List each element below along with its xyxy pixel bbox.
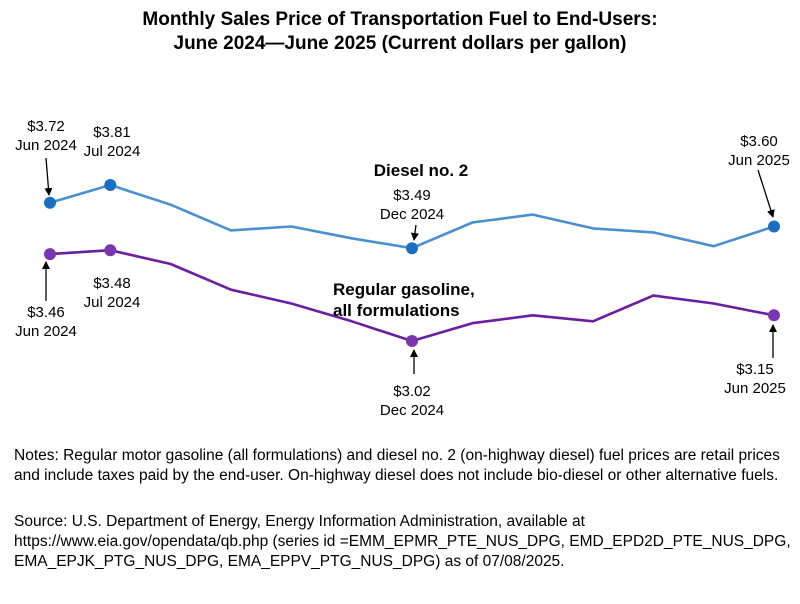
data-label-date: Jul 2024 [84, 294, 141, 311]
data-point-marker [406, 242, 418, 255]
data-point-marker [768, 309, 780, 322]
data-point-marker [44, 196, 56, 209]
series-label-gasoline-line2: all formulations [333, 301, 460, 320]
series-label-gasoline-line1: Regular gasoline, [333, 280, 475, 299]
series-label-diesel: Diesel no. 2 [374, 161, 468, 180]
chart-title-line2: June 2024—June 2025 (Current dollars per… [173, 33, 627, 54]
data-label-date: Dec 2024 [380, 402, 444, 419]
data-label-date: Jun 2025 [728, 152, 790, 169]
data-label-value: $3.46 [27, 304, 65, 321]
data-label-value: $3.15 [736, 361, 774, 378]
chart-source: Source: U.S. Department of Energy, Energ… [14, 513, 791, 570]
chart-notes: Notes: Regular motor gasoline (all formu… [14, 447, 780, 484]
data-point-marker [406, 335, 418, 347]
data-point-marker [104, 244, 117, 257]
data-label-value: $3.60 [740, 133, 778, 150]
annotation-arrow [410, 224, 419, 241]
data-label-date: Dec 2024 [380, 206, 444, 223]
chart-title-line1: Monthly Sales Price of Transportation Fu… [142, 9, 658, 30]
chart-title: Monthly Sales Price of Transportation Fu… [0, 8, 800, 56]
data-label-value: $3.48 [93, 275, 131, 292]
annotation-arrow [757, 169, 775, 218]
data-label-value: $3.81 [93, 124, 131, 141]
annotation-arrow [44, 157, 53, 196]
data-label-date: Jul 2024 [84, 143, 141, 160]
data-label-value: $3.72 [27, 118, 65, 135]
data-label-date: Jun 2024 [15, 137, 77, 154]
data-label-date: Jun 2024 [15, 323, 77, 340]
data-point-marker [44, 248, 56, 261]
data-label-value: $3.49 [393, 187, 431, 204]
data-point-marker [104, 179, 117, 191]
data-point-marker [768, 220, 780, 233]
data-label-value: $3.02 [393, 383, 431, 400]
line-chart: $3.72 Jun 2024 $3.81 Jul 2024 $3.49 Dec 2024 $… [15, 118, 790, 419]
data-label-date: Jun 2025 [724, 380, 786, 397]
